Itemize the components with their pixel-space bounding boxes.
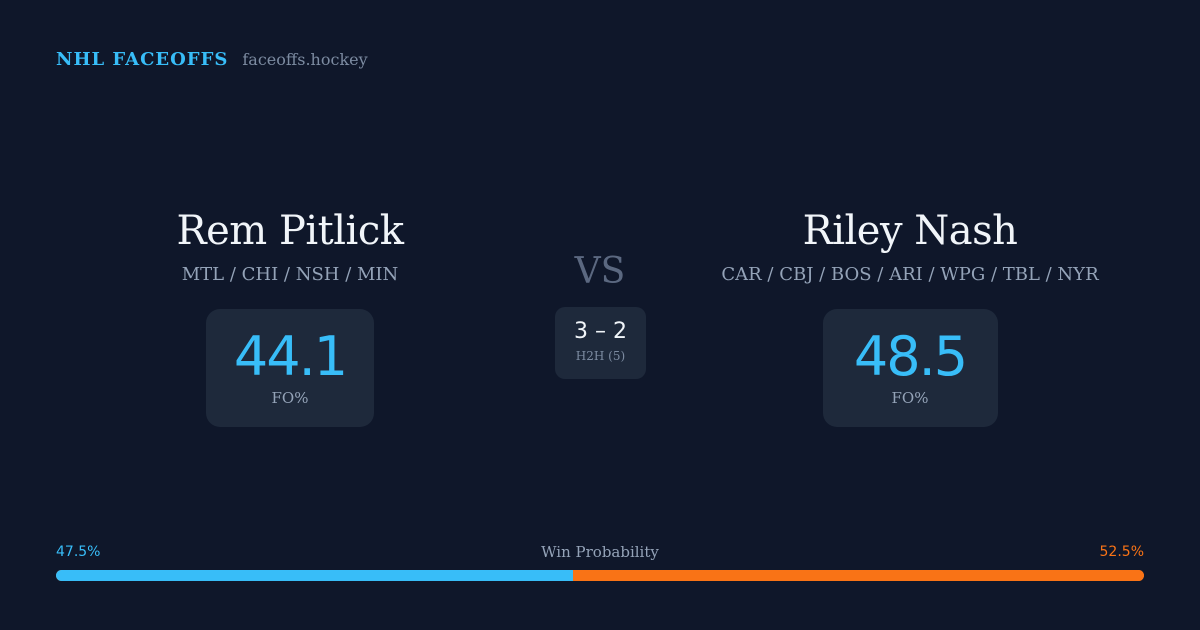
- win-probability-right-value: 52.5%: [1099, 544, 1144, 560]
- player-teams: MTL / CHI / NSH / MIN: [181, 264, 399, 285]
- player-teams: CAR / CBJ / BOS / ARI / WPG / TBL / NYR: [721, 264, 1099, 285]
- win-probability-labels: 47.5% Win Probability 52.5%: [56, 541, 1144, 565]
- win-probability-left-value: 47.5%: [56, 544, 101, 560]
- versus-label: VS: [574, 251, 626, 292]
- faceoff-percentage-label: FO%: [891, 389, 929, 407]
- brand-site: faceoffs.hockey: [242, 50, 368, 69]
- faceoff-percentage-value: 44.1: [233, 325, 348, 388]
- head-to-head-box: 3 – 2 H2H (5): [555, 307, 646, 379]
- win-probability-bar-left: [56, 570, 573, 581]
- faceoff-percentage-box: 48.5 FO%: [822, 309, 998, 427]
- head-to-head-label: H2H (5): [575, 349, 626, 363]
- win-probability-bar: [56, 570, 1144, 581]
- faceoff-percentage-value: 48.5: [853, 325, 968, 388]
- faceoff-percentage-box: 44.1 FO%: [206, 309, 374, 427]
- faceoff-percentage-label: FO%: [271, 389, 309, 407]
- player-card-right: Riley Nash CAR / CBJ / BOS / ARI / WPG /…: [680, 205, 1140, 427]
- player-name: Rem Pitlick: [176, 208, 404, 254]
- brand-header: NHL FACEOFFS faceoffs.hockey: [56, 49, 368, 73]
- win-probability-title: Win Probability: [541, 543, 659, 561]
- brand-title: NHL FACEOFFS: [56, 49, 229, 70]
- player-card-left: Rem Pitlick MTL / CHI / NSH / MIN 44.1 F…: [60, 205, 520, 427]
- player-name: Riley Nash: [802, 208, 1018, 254]
- win-probability-section: 47.5% Win Probability 52.5%: [56, 541, 1144, 581]
- win-probability-bar-right: [572, 570, 1144, 581]
- head-to-head-score: 3 – 2: [574, 319, 627, 344]
